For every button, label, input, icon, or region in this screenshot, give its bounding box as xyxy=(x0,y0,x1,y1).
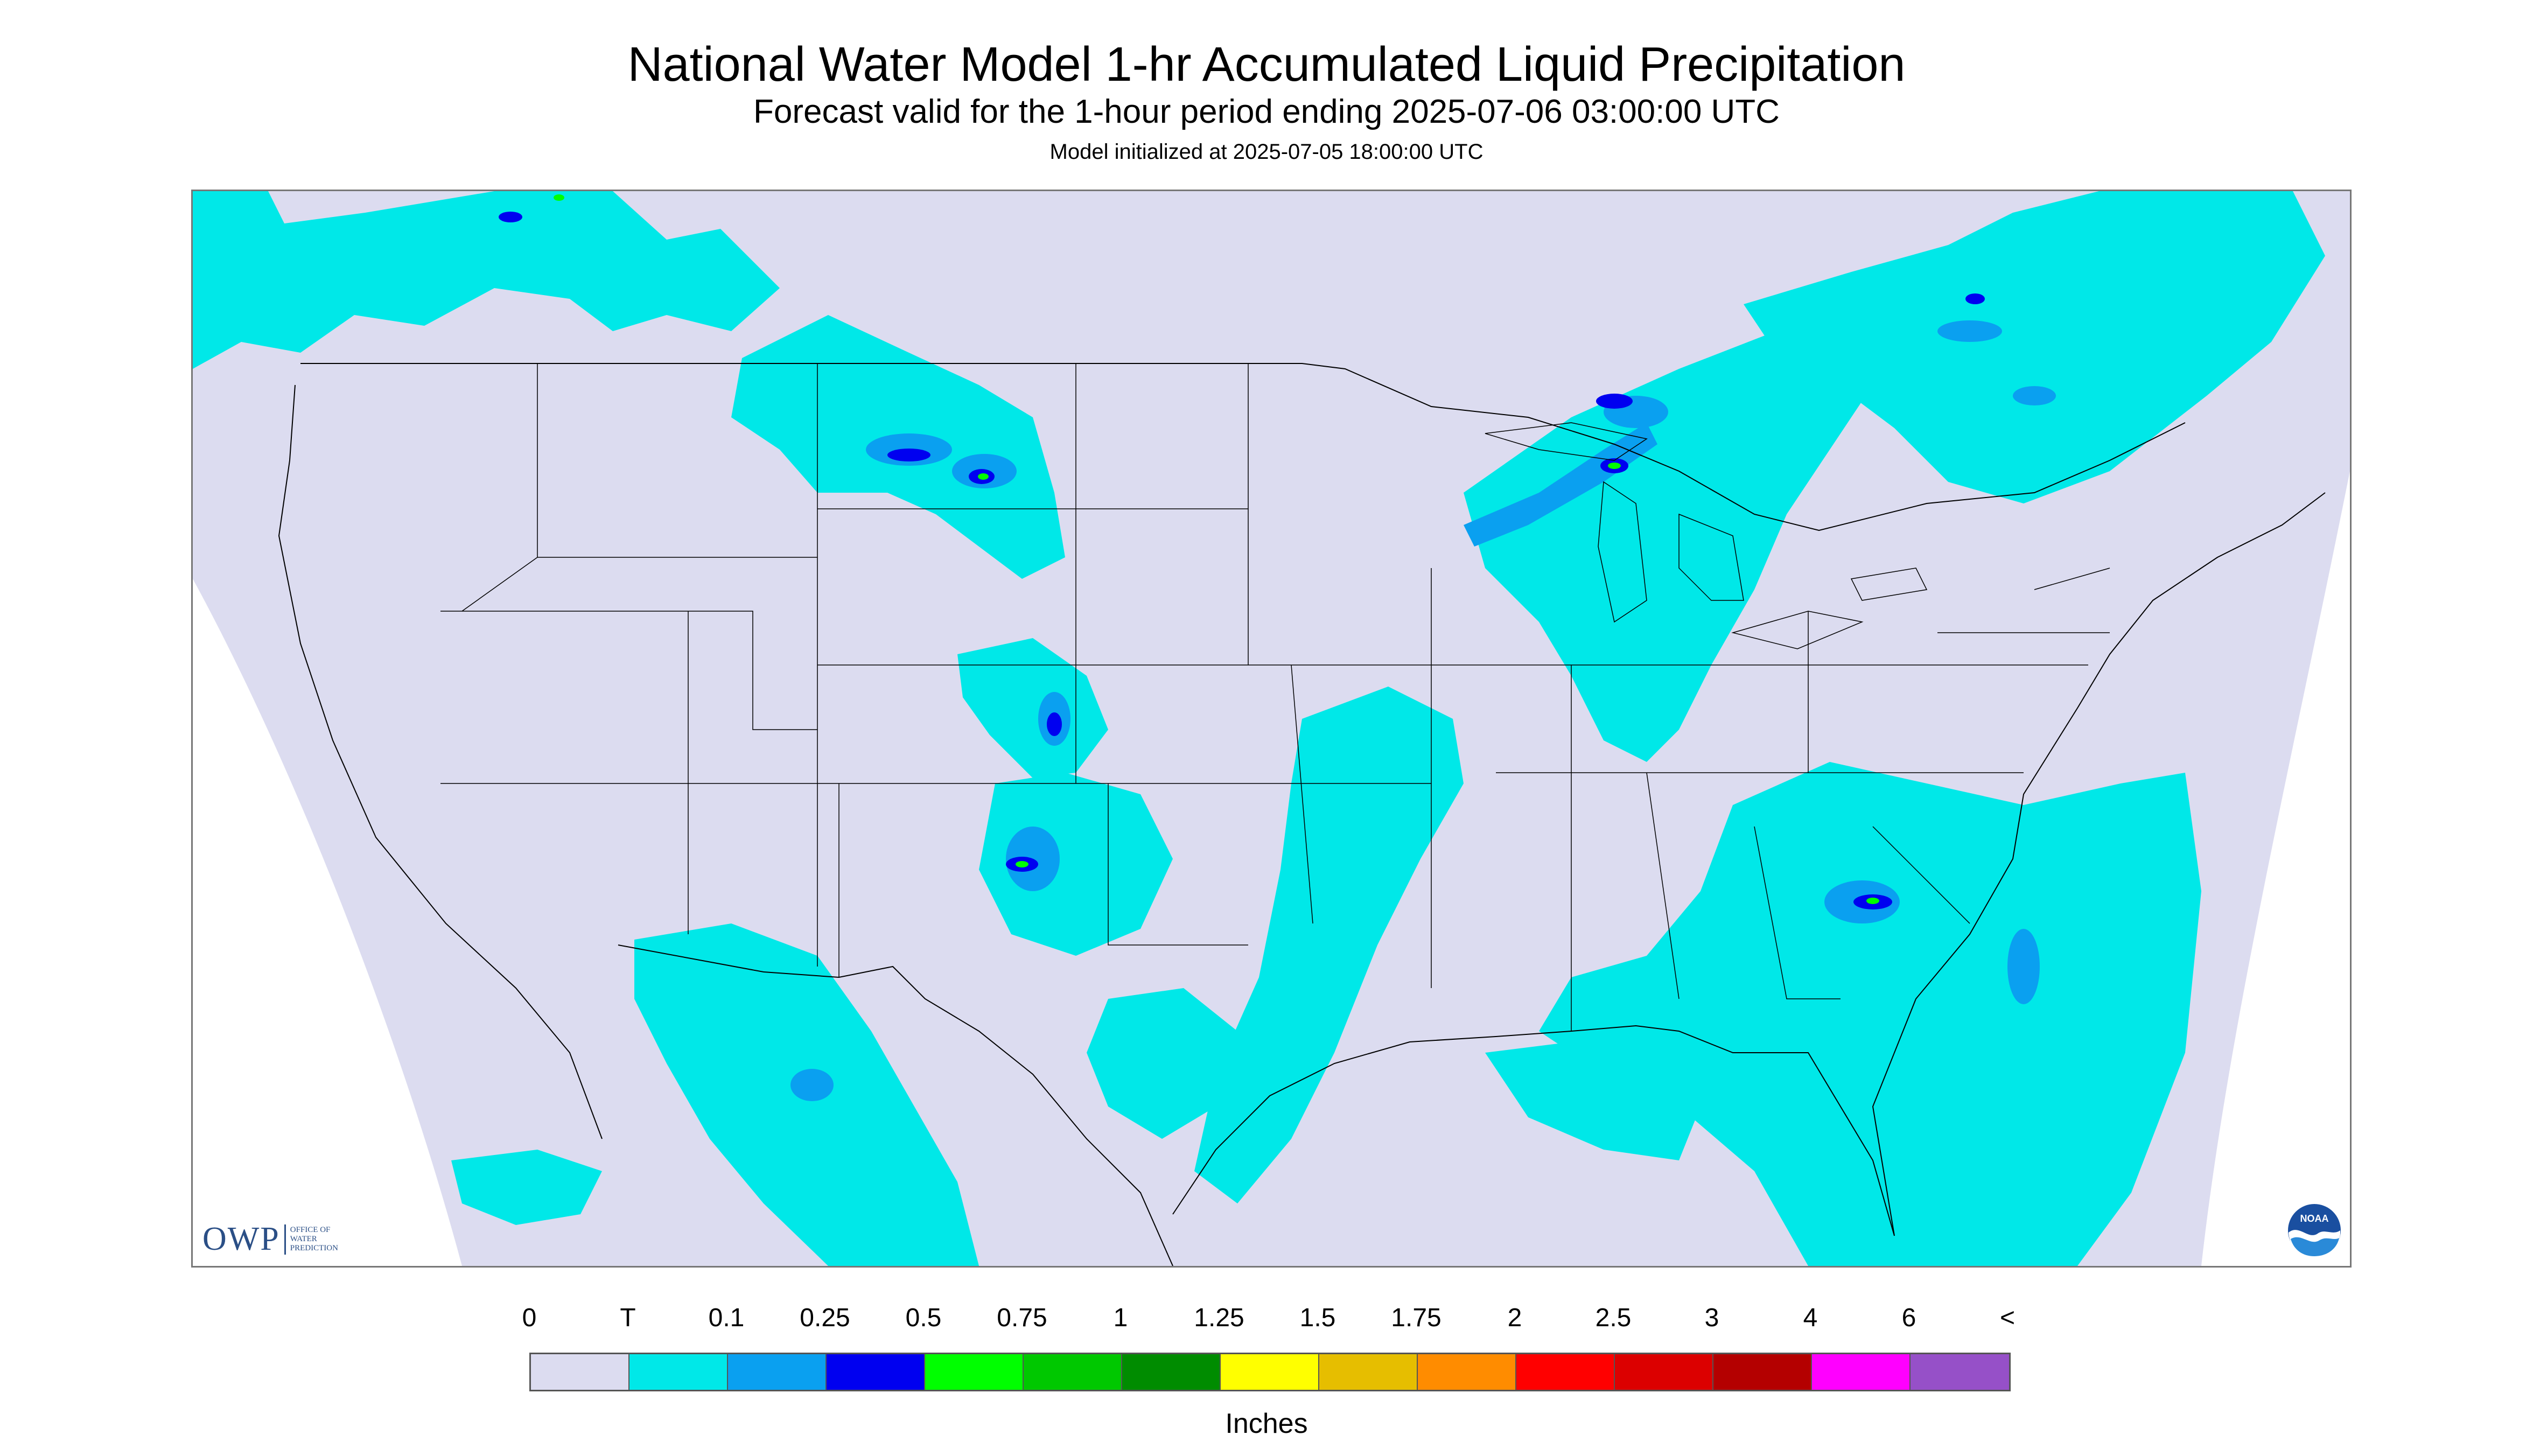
moderate-core-montana xyxy=(887,449,930,461)
legend-swatch xyxy=(1911,1354,2009,1390)
model-init-text: Model initialized at 2025-07-05 18:00:00… xyxy=(1049,140,1484,164)
precip-pacific-south xyxy=(451,1150,602,1225)
owp-logo-line1: OFFICE OF xyxy=(290,1226,331,1234)
boundary-lines xyxy=(278,363,2326,1266)
legend-units: Inches xyxy=(1225,1408,1308,1439)
precip-gulf-coast xyxy=(1485,1042,1701,1160)
map-title: National Water Model 1-hr Accumulated Li… xyxy=(627,38,1906,92)
moderate-core-alberta xyxy=(499,212,522,222)
legend-label: 0.1 xyxy=(708,1304,745,1332)
precip-eastern-canada xyxy=(1744,191,2325,503)
moderate-core-panhandle xyxy=(1047,712,1062,736)
legend-swatch xyxy=(728,1354,827,1390)
legend-swatch xyxy=(1812,1354,1911,1390)
legend-label: 1.25 xyxy=(1194,1304,1244,1332)
trace-precip-areas xyxy=(193,191,2325,1266)
precip-new-mexico-panhandle xyxy=(979,773,1173,956)
legend-label: 1.5 xyxy=(1299,1304,1336,1332)
state-lines-west xyxy=(440,363,1108,977)
light-core-great-lakes-band xyxy=(1464,423,1657,547)
precip-upper-midwest xyxy=(1464,331,1873,762)
legend-swatch xyxy=(1418,1354,1516,1390)
legend-label: 1 xyxy=(1113,1304,1128,1332)
precip-texas-mexico-border xyxy=(1087,988,1237,1139)
state-lines-east xyxy=(1571,568,2110,999)
legend-swatch xyxy=(1122,1354,1221,1390)
precip-southeast xyxy=(1539,762,2201,1266)
moderate-core-quebec xyxy=(1965,293,1985,304)
owp-logo-text: OFFICE OF WATER PREDICTION xyxy=(290,1226,338,1253)
legend-swatch xyxy=(827,1354,925,1390)
heavy-core-dakota xyxy=(978,473,989,480)
light-core-mexico xyxy=(790,1069,834,1101)
owp-logo-letters: OWP xyxy=(202,1221,280,1257)
legend-labels: 0 T 0.1 0.25 0.5 0.75 1 1.25 1.5 1.75 2 2.5 3 4 6 < xyxy=(0,1303,2533,1335)
legend-swatch xyxy=(1516,1354,1615,1390)
legend-label: 2.5 xyxy=(1595,1304,1632,1332)
legend-label: < xyxy=(1999,1304,2016,1332)
light-core-atlantic xyxy=(2007,929,2040,1004)
legend-label: 0 xyxy=(522,1304,537,1332)
precipitation-map: OWP OFFICE OF WATER PREDICTION NOAA xyxy=(191,190,2352,1268)
moderate-precip-areas xyxy=(499,212,1985,909)
forecast-valid-subtitle: Forecast valid for the 1-hour period end… xyxy=(753,93,1780,130)
precip-northwest-canada xyxy=(193,191,780,369)
legend-label: 1.75 xyxy=(1391,1304,1442,1332)
precip-mississippi-valley xyxy=(1194,687,1464,1203)
map-canvas xyxy=(193,191,2350,1266)
legend-swatch xyxy=(1221,1354,1319,1390)
legend-label: 6 xyxy=(1901,1304,1916,1332)
legend-label: 3 xyxy=(1704,1304,1719,1332)
legend-swatch xyxy=(1713,1354,1812,1390)
legend-swatch xyxy=(1319,1354,1418,1390)
legend-label: 0.75 xyxy=(997,1304,1047,1332)
noaa-logo-icon: NOAA xyxy=(2287,1203,2342,1258)
heavy-core-alberta xyxy=(554,194,564,201)
legend-label: 2 xyxy=(1507,1304,1522,1332)
legend-swatch xyxy=(1615,1354,1713,1390)
owp-logo-line2: WATER xyxy=(290,1235,317,1243)
legend-label: T xyxy=(620,1304,636,1332)
heavy-core-michigan xyxy=(1608,463,1621,469)
owp-logo: OWP OFFICE OF WATER PREDICTION xyxy=(202,1220,338,1258)
heavy-precip-areas xyxy=(554,194,1879,904)
light-core-quebec-1 xyxy=(1937,320,2002,342)
owp-logo-divider xyxy=(284,1224,286,1255)
legend-swatch xyxy=(1024,1354,1122,1390)
legend-swatch xyxy=(531,1354,629,1390)
gulf-coastline xyxy=(1172,1025,1895,1236)
moderate-core-michigan xyxy=(1596,394,1633,409)
canada-us-border xyxy=(300,363,2186,531)
great-lakes-outline xyxy=(1485,422,1928,649)
legend-label: 0.25 xyxy=(800,1304,850,1332)
legend-swatch xyxy=(925,1354,1024,1390)
precip-central-plains xyxy=(957,638,1108,778)
precip-layer xyxy=(193,191,2325,1266)
us-mexico-border xyxy=(618,944,1173,1266)
heavy-core-new-mexico xyxy=(1016,861,1028,867)
legend-label: 4 xyxy=(1803,1304,1818,1332)
legend-label: 0.5 xyxy=(905,1304,942,1332)
noaa-logo-text: NOAA xyxy=(2300,1213,2329,1224)
atlantic-coastline xyxy=(1872,492,2326,1236)
precip-color-legend xyxy=(529,1353,2011,1391)
legend-swatch xyxy=(629,1354,728,1390)
heavy-core-carolina xyxy=(1866,898,1879,904)
owp-logo-line3: PREDICTION xyxy=(290,1244,338,1252)
light-core-quebec-2 xyxy=(2013,386,2056,405)
pacific-coastline xyxy=(278,384,603,1139)
state-lines-central xyxy=(1076,363,1647,1031)
